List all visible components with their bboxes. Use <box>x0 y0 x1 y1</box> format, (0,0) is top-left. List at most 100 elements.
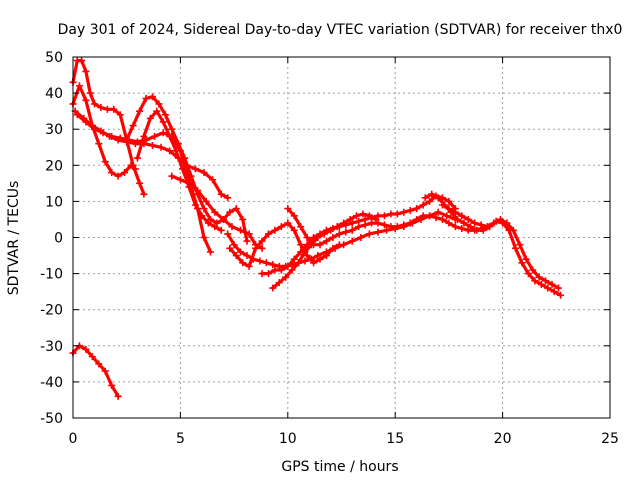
data-point <box>82 345 90 353</box>
data-point <box>262 259 270 267</box>
x-tick-label: 15 <box>386 431 404 447</box>
data-point <box>438 215 446 223</box>
data-point <box>535 273 543 281</box>
data-point <box>387 210 395 218</box>
data-point <box>329 244 337 252</box>
data-point <box>245 262 253 270</box>
data-point <box>322 237 330 245</box>
data-point <box>95 360 103 368</box>
data-point <box>108 382 116 390</box>
data-point <box>101 367 109 375</box>
data-point <box>438 201 446 209</box>
data-point <box>284 262 292 270</box>
data-point <box>157 143 165 151</box>
data-point <box>219 215 227 223</box>
data-point <box>166 132 174 140</box>
data-point <box>264 270 272 278</box>
data-point <box>237 248 245 256</box>
x-tick-label: 25 <box>601 431 619 447</box>
data-point <box>237 226 245 234</box>
y-tick-label: -40 <box>40 375 63 391</box>
data-point <box>548 280 556 288</box>
data-point <box>185 179 193 187</box>
data-point <box>348 219 356 227</box>
data-point <box>110 105 118 113</box>
data-point <box>451 208 459 216</box>
data-point <box>320 230 328 238</box>
data-point <box>295 259 303 267</box>
data-point <box>252 244 260 252</box>
y-axis-label: SDTVAR / TECUs <box>6 181 22 296</box>
data-point <box>129 122 137 130</box>
data-point <box>368 219 376 227</box>
data-point <box>277 223 285 231</box>
data-point <box>202 197 210 205</box>
y-tick-label: -20 <box>40 303 63 319</box>
data-point <box>82 96 90 104</box>
data-point <box>301 257 309 265</box>
data-point <box>335 230 343 238</box>
data-point <box>342 228 350 236</box>
data-point <box>346 215 354 223</box>
data-point <box>226 244 234 252</box>
data-point <box>359 210 367 218</box>
data-point <box>290 255 298 263</box>
data-point <box>542 277 550 285</box>
data-point <box>290 226 298 234</box>
data-point <box>88 353 96 361</box>
data-point <box>374 219 382 227</box>
data-point <box>258 244 266 252</box>
data-point <box>419 201 427 209</box>
data-point <box>211 208 219 216</box>
data-point <box>187 172 195 180</box>
data-point <box>127 161 135 169</box>
data-point <box>297 241 305 249</box>
data-point <box>333 223 341 231</box>
data-point <box>479 226 487 234</box>
data-point <box>460 219 468 227</box>
data-point <box>327 226 335 234</box>
data-point <box>451 223 459 231</box>
data-point <box>269 284 277 292</box>
data-point <box>148 93 156 101</box>
data-point <box>557 291 565 299</box>
data-point <box>140 132 148 140</box>
data-point <box>228 223 236 231</box>
data-point <box>90 100 98 108</box>
data-point <box>108 169 116 177</box>
data-point <box>353 212 361 220</box>
data-point <box>82 118 90 126</box>
data-point <box>316 241 324 249</box>
data-point <box>108 132 116 140</box>
data-point <box>550 288 558 296</box>
data-point <box>136 107 144 115</box>
data-point <box>464 226 472 234</box>
data-point <box>239 259 247 267</box>
data-point <box>224 194 232 202</box>
data-point <box>413 205 421 213</box>
data-point <box>458 212 466 220</box>
data-point <box>531 277 539 285</box>
data-point <box>103 105 111 113</box>
data-point <box>136 179 144 187</box>
data-point <box>484 223 492 231</box>
data-point <box>204 219 212 227</box>
data-point <box>445 197 453 205</box>
x-tick-label: 0 <box>69 431 78 447</box>
data-point <box>123 136 131 144</box>
x-tick-label: 5 <box>176 431 185 447</box>
data-point <box>297 223 305 231</box>
data-point <box>245 230 253 238</box>
data-point <box>264 230 272 238</box>
data-point <box>73 111 81 119</box>
data-point <box>277 266 285 274</box>
data-point <box>426 197 434 205</box>
data-point <box>322 252 330 260</box>
grid-lines <box>73 57 610 418</box>
data-point <box>230 241 238 249</box>
data-point <box>393 210 401 218</box>
data-point <box>426 212 434 220</box>
data-point <box>82 67 90 75</box>
data-point <box>516 241 524 249</box>
